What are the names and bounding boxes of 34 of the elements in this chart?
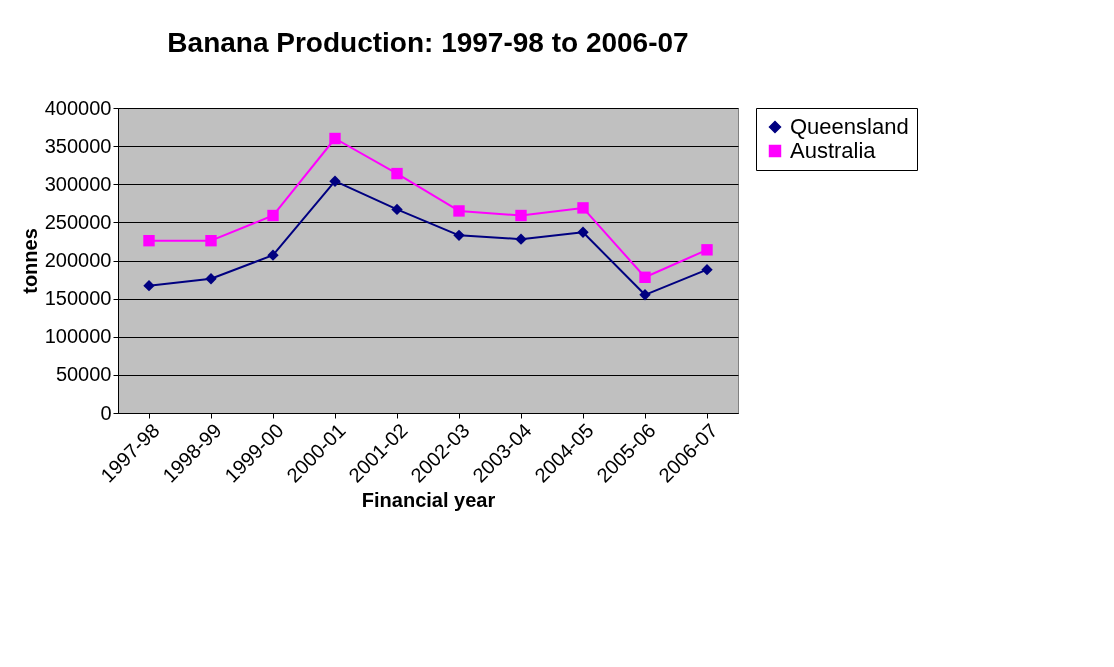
point [143, 279, 155, 292]
point [453, 229, 465, 242]
legend-label: Queensland [790, 114, 909, 139]
point [577, 226, 589, 238]
x-axis-title: Financial year [361, 488, 496, 511]
point [329, 175, 341, 187]
y-tick-label: 150000 [44, 287, 112, 310]
point [143, 234, 155, 247]
point [205, 273, 217, 285]
legend-label: Australia [790, 138, 877, 163]
point [453, 205, 465, 217]
y-axis-title: tonnes [18, 228, 41, 294]
y-tick-label: 50000 [55, 363, 112, 386]
y-tick-label: 350000 [44, 134, 112, 157]
y-tick-label: 300000 [44, 172, 112, 195]
point [391, 203, 403, 216]
y-tick-label: 400000 [44, 96, 112, 119]
point [515, 233, 527, 245]
y-tick-label: 250000 [44, 210, 112, 233]
point [577, 202, 589, 214]
y-tick-label: 100000 [44, 325, 112, 348]
chart-title: Banana Production: 1997-98 to 2006-07 [167, 27, 689, 58]
y-tick-label: 0 [100, 401, 112, 424]
point [515, 209, 527, 222]
point [639, 289, 651, 301]
point [205, 234, 217, 247]
point [639, 271, 651, 283]
point [701, 263, 713, 276]
point [267, 209, 279, 222]
point [267, 249, 279, 261]
y-tick-label: 200000 [44, 249, 112, 271]
point [701, 244, 713, 256]
point [391, 167, 403, 180]
point [329, 132, 341, 145]
